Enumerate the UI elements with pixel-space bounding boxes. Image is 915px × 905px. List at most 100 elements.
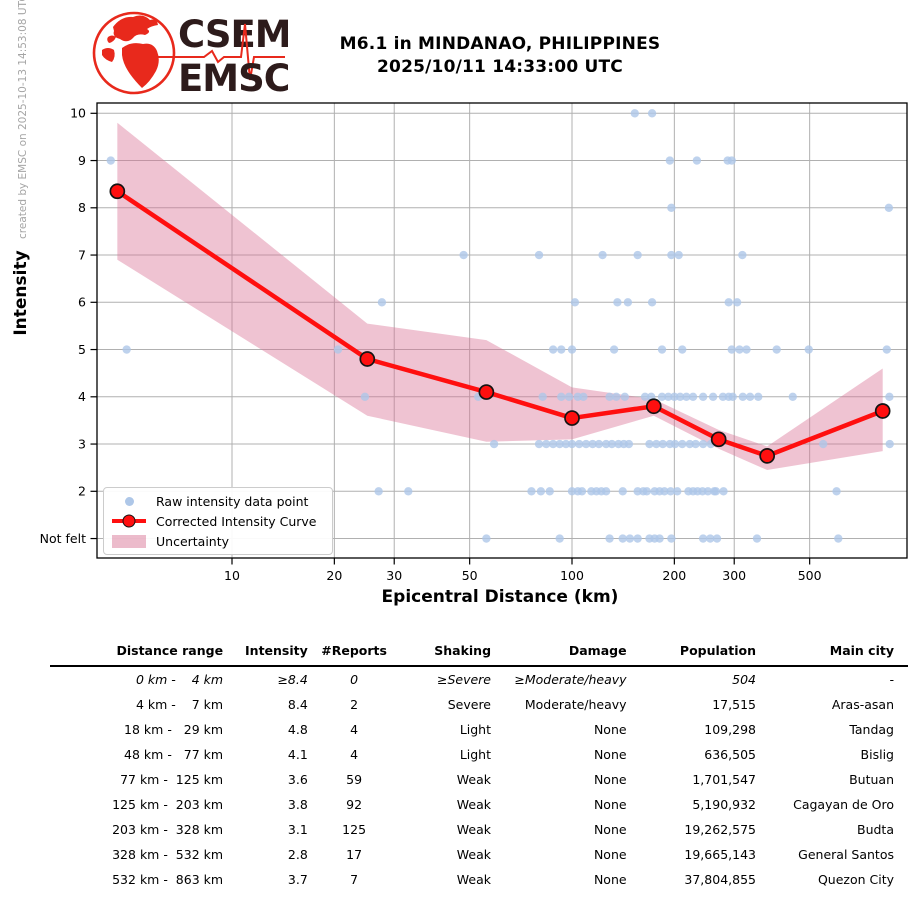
raw-intensity-point	[698, 534, 708, 543]
x-axis-label: Epicentral Distance (km)	[381, 587, 619, 607]
raw-intensity-point	[685, 439, 694, 449]
raw-intensity-point	[548, 345, 558, 354]
table-cell: Light	[459, 747, 492, 762]
raw-intensity-point	[882, 345, 891, 354]
raw-intensity-point	[692, 156, 702, 165]
raw-intensity-point	[688, 392, 698, 401]
raw-intensity-point	[601, 487, 611, 496]
raw-intensity-point	[706, 534, 715, 543]
intensity-chart: 10 20 30 50 100 200 300 500 10 9 8 7 6 5 4 3 2 Not felt	[40, 102, 908, 583]
table-cell: Cagayan de Oro	[793, 797, 894, 812]
table-cell: Light	[459, 722, 492, 737]
legend-curve-label: Corrected Intensity Curve	[156, 513, 317, 529]
raw-intensity-point	[609, 345, 619, 354]
raw-intensity-point	[567, 439, 577, 449]
raw-intensity-point	[678, 439, 687, 449]
table-cell: 17,515	[712, 697, 756, 712]
raw-intensity-point	[640, 392, 650, 401]
table-cell: None	[593, 822, 627, 837]
corrected-curve-marker	[645, 398, 662, 415]
table-cell: ≥8.4	[277, 672, 308, 687]
x-tick-label: 20	[326, 568, 342, 583]
raw-intensity-point	[555, 534, 564, 543]
table-header-1: Intensity	[231, 639, 314, 667]
corrected-curve-marker	[564, 410, 580, 426]
raw-intensity-point	[642, 487, 652, 496]
raw-intensity-point	[655, 534, 664, 543]
table-header-0: Distance range	[50, 639, 232, 667]
raw-intensity-point	[884, 203, 894, 212]
raw-intensity-point	[657, 345, 667, 354]
raw-intensity-point	[536, 487, 546, 496]
table-row: 77 km - 125 km 3.6 59 Weak None 1,701,547 Butu…	[50, 767, 908, 792]
logo-csem-text: CSEM	[178, 13, 288, 56]
raw-intensity-point	[732, 298, 742, 307]
table-cell: 48 km - 77 km	[120, 747, 224, 762]
table-cell: 4 km - 7 km	[128, 697, 224, 712]
raw-intensity-point	[647, 298, 657, 307]
raw-intensity-point	[834, 534, 843, 543]
raw-intensity-point	[545, 487, 554, 496]
table-cell: None	[593, 872, 627, 887]
logo-emsc-text: EMSC	[178, 57, 288, 98]
raw-intensity-point	[703, 487, 713, 496]
raw-intensity-point	[727, 345, 736, 354]
emsc-logo: CSEM EMSC	[92, 11, 288, 98]
raw-intensity-point	[624, 439, 634, 449]
raw-intensity-point	[605, 392, 614, 401]
raw-intensity-point	[489, 439, 499, 449]
raw-intensity-point	[818, 439, 828, 449]
legend-item-curve: Corrected Intensity Curve	[112, 514, 324, 529]
raw-intensity-point	[534, 439, 544, 449]
report-table-header: Distance range Intensity #Reports Shaking Da…	[50, 639, 908, 667]
raw-intensity-point	[625, 534, 635, 543]
y-tick-label: 2	[78, 484, 86, 499]
raw-intensity-point	[594, 439, 604, 449]
y-tick-label: 8	[78, 200, 86, 215]
raw-intensity-point	[630, 109, 639, 118]
raw-intensity-point	[581, 439, 591, 449]
raw-intensity-point	[570, 298, 580, 307]
table-cell: 19,262,575	[684, 822, 756, 837]
raw-intensity-point	[605, 534, 614, 543]
raw-intensity-point	[708, 392, 718, 401]
table-header-2: #Reports	[313, 639, 395, 667]
y-tick-label: 10	[70, 106, 86, 121]
raw-intensity-point	[667, 250, 676, 260]
raw-intensity-point	[377, 298, 387, 307]
table-cell: 18 km - 29 km	[120, 722, 224, 737]
raw-intensity-point	[534, 250, 544, 260]
x-tick-label: 300	[722, 568, 746, 583]
table-cell: 328 km - 532 km	[112, 847, 224, 862]
table-cell: 0 km - 4 km	[128, 672, 224, 687]
table-cell: 37,804,855	[684, 872, 756, 887]
table-row: 532 km - 863 km 3.7 7 Weak None 37,804,855 Que…	[50, 867, 908, 892]
table-cell: Aras-asan	[831, 697, 894, 712]
raw-intensity-point	[542, 439, 551, 449]
raw-intensity-point	[745, 392, 755, 401]
y-tick-label: 6	[78, 295, 86, 310]
table-cell: 77 km - 125 km	[116, 772, 224, 787]
y-tick-label: 7	[78, 247, 86, 262]
table-cell: None	[593, 847, 627, 862]
raw-intensity-point	[577, 487, 587, 496]
legend-item-raw: Raw intensity data point	[112, 494, 324, 509]
y-tick-label: 3	[78, 436, 86, 451]
table-cell: 3.7	[287, 872, 308, 887]
uncertainty-patch-icon	[112, 534, 146, 548]
table-row: 125 km - 203 km 3.8 92 Weak None 5,190,932 Cag…	[50, 792, 908, 817]
raw-intensity-point	[374, 487, 383, 496]
raw-intensity-point	[623, 298, 633, 307]
table-header-6: Main city	[763, 639, 908, 667]
raw-intensity-point	[678, 345, 687, 354]
raw-intensity-point	[691, 439, 700, 449]
raw-intensity-point	[754, 392, 763, 401]
table-cell: Moderate/heavy	[524, 697, 627, 712]
raw-intensity-point	[660, 487, 669, 496]
raw-intensity-point	[738, 392, 748, 401]
table-cell: None	[593, 747, 627, 762]
table-cell: 17	[346, 847, 363, 862]
raw-intensity-point	[633, 534, 642, 543]
table-header-3: Shaking	[394, 639, 494, 667]
raw-intensity-point	[711, 487, 721, 496]
